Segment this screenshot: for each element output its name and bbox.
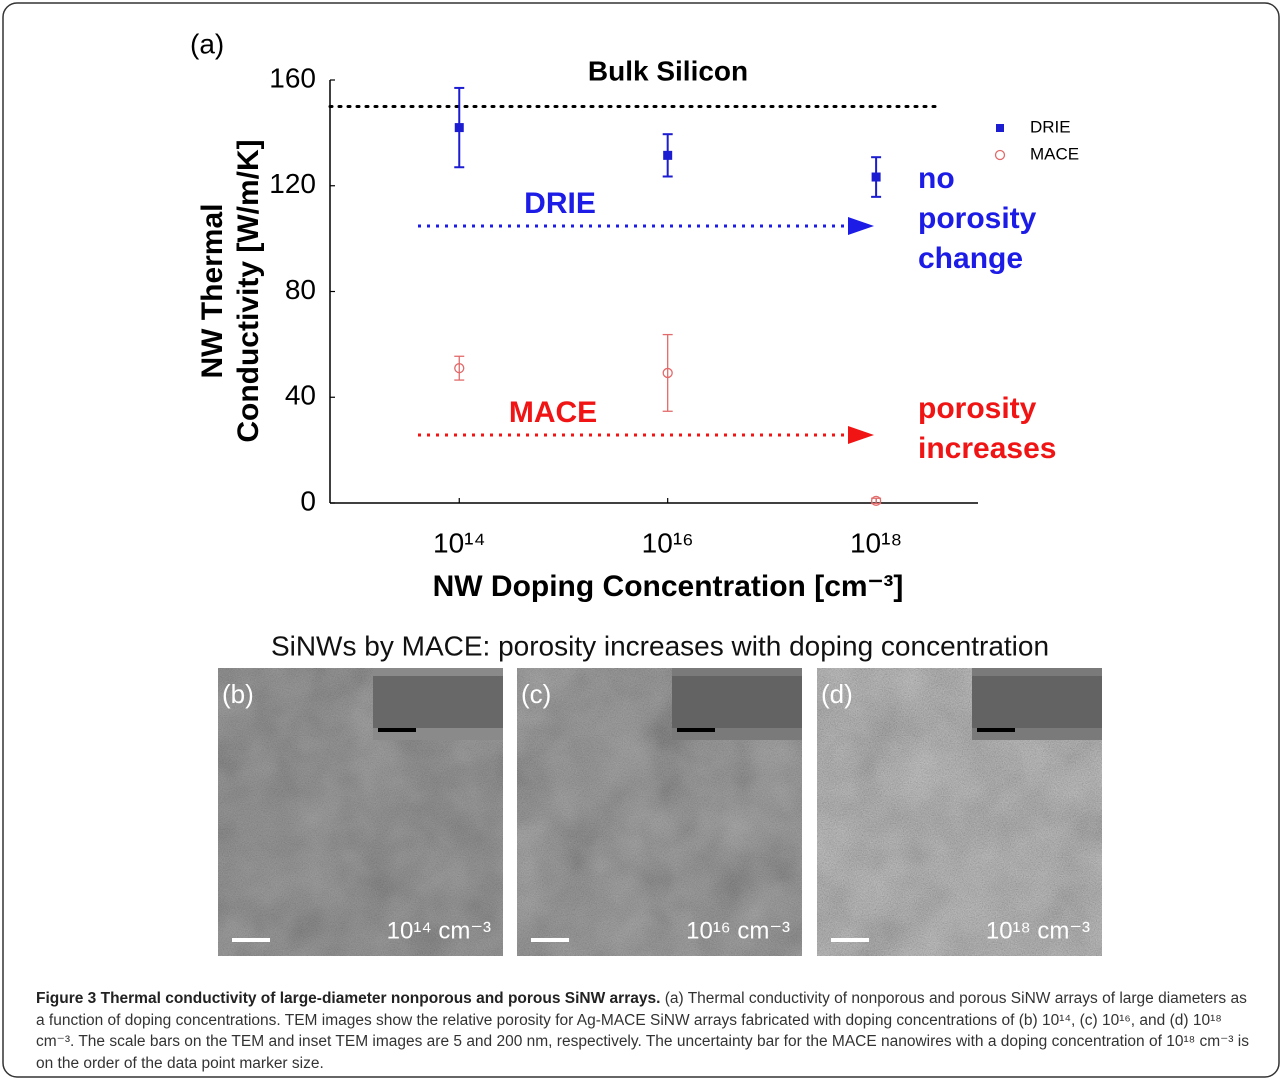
figure: (a) 0 40 80 120 160 10¹⁴ 10¹⁶ 10¹⁸ NW Doping Con… [0, 0, 1282, 1080]
data-point [663, 151, 672, 160]
arrow-head [848, 217, 874, 235]
heading: SiNWs by MACE: porosity increases with d… [271, 630, 1049, 661]
tem-image: (b) 10¹⁴ cm⁻³ [218, 668, 503, 956]
panel-label: (b) [222, 679, 254, 709]
error-bar [454, 356, 464, 380]
legend-label: DRIE [1030, 117, 1071, 136]
caption: Figure 3 Thermal conductivity of large-d… [36, 988, 1256, 1074]
tem-panels: (b) 10¹⁴ cm⁻³ (c) 10¹⁶ cm⁻³ (d) 10¹⁸ cm⁻³ [218, 668, 1102, 956]
caption-title: Figure 3 Thermal conductivity of large-d… [36, 990, 660, 1007]
reference-label: Bulk Silicon [588, 55, 748, 86]
x-tick-label: 10¹⁴ [433, 527, 486, 558]
panel-label: (d) [821, 679, 853, 709]
x-tick-label: 10¹⁶ [642, 527, 694, 558]
figure-graphics: (a) 0 40 80 120 160 10¹⁴ 10¹⁶ 10¹⁸ NW Doping Con… [0, 0, 1282, 1080]
annotation: MACE [509, 396, 597, 429]
inset-band [972, 676, 1102, 728]
legend-marker [996, 151, 1005, 160]
annotation: no [918, 162, 955, 195]
data-point [455, 123, 464, 132]
inset-band [672, 676, 802, 728]
y-axis-title: Conductivity [W/m/K] [232, 139, 265, 442]
annotation: increases [918, 432, 1056, 465]
annotation: DRIE [524, 187, 596, 220]
legend-marker [996, 124, 1004, 132]
y-tick-label: 160 [269, 62, 316, 93]
annotation: porosity [918, 392, 1037, 425]
y-tick-label: 80 [285, 274, 316, 305]
concentration-label: 10¹⁶ cm⁻³ [686, 917, 790, 944]
y-tick-label: 0 [300, 485, 316, 516]
concentration-label: 10¹⁸ cm⁻³ [986, 917, 1090, 944]
legend-label: MACE [1030, 144, 1079, 163]
tem-image: (d) 10¹⁸ cm⁻³ [817, 668, 1102, 956]
y-axis-title: NW Thermal [196, 203, 229, 378]
chart: 0 40 80 120 160 10¹⁴ 10¹⁶ 10¹⁸ NW Doping Concent… [196, 55, 1079, 603]
y-tick-label: 40 [285, 380, 316, 411]
arrow-head [848, 426, 874, 444]
concentration-label: 10¹⁴ cm⁻³ [387, 917, 491, 944]
tem-image: (c) 10¹⁶ cm⁻³ [517, 668, 802, 956]
annotation: porosity [918, 202, 1037, 235]
x-axis-title: NW Doping Concentration [cm⁻³] [433, 570, 904, 603]
data-point [872, 173, 881, 182]
panel-label: (c) [521, 679, 551, 709]
panel-label: (a) [190, 28, 224, 59]
annotation: change [918, 242, 1023, 275]
x-tick-label: 10¹⁸ [850, 527, 902, 558]
inset-band [373, 676, 503, 728]
error-bar [663, 335, 673, 412]
y-tick-label: 120 [269, 168, 316, 199]
